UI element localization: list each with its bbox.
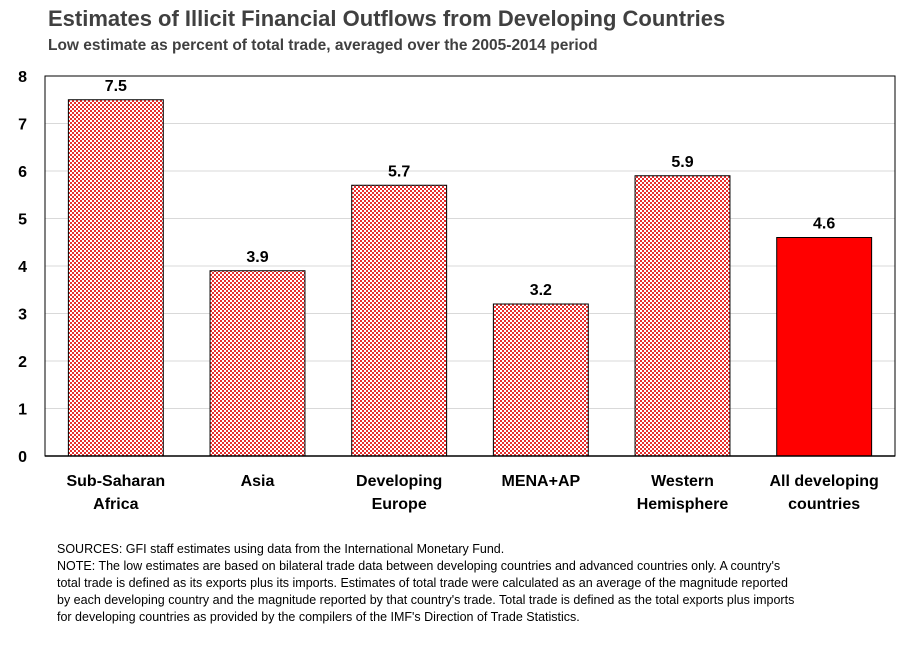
x-tick-label: Developing [356, 473, 442, 490]
x-tick-label: MENA+AP [501, 473, 580, 490]
data-label: 5.7 [388, 163, 410, 180]
y-tick-label: 7 [18, 117, 27, 134]
x-tick-label: Western [651, 473, 714, 490]
chart-title: Estimates of Illicit Financial Outflows … [48, 6, 726, 31]
gridlines [45, 75, 895, 409]
bar [351, 184, 448, 457]
notes: SOURCES: GFI staff estimates using data … [57, 541, 897, 626]
bar [776, 237, 873, 457]
chart-subtitle: Low estimate as percent of total trade, … [48, 37, 598, 54]
bar [67, 99, 164, 457]
x-axis-labels: Sub-Saharan Africa Asia Developing Europe MEN… [66, 473, 878, 513]
y-tick-label: 8 [18, 69, 27, 86]
y-tick-label: 3 [18, 307, 27, 324]
y-tick-label: 5 [18, 212, 27, 229]
x-tick-label: All developing [769, 473, 878, 490]
x-tick-label: Sub-Saharan [66, 473, 165, 490]
y-tick-label: 4 [18, 259, 27, 276]
x-tick-label: Africa [93, 496, 138, 513]
y-axis-ticks: 0 1 2 3 4 5 6 7 8 [18, 69, 27, 466]
data-label: 7.5 [105, 78, 127, 95]
x-tick-label: Asia [241, 473, 275, 490]
bar-chart: 0 1 2 3 4 5 6 7 8 7.5 3.9 5.7 3.2 5.9 4.6 Sub-Saharan… [18, 69, 896, 513]
y-tick-label: 1 [18, 402, 27, 419]
data-labels: 7.5 3.9 5.7 3.2 5.9 4.6 [105, 78, 836, 299]
y-tick-label: 6 [18, 164, 27, 181]
y-tick-label: 2 [18, 354, 27, 371]
note-line: for developing countries as provided by … [57, 610, 580, 624]
data-label: 5.9 [671, 154, 693, 171]
y-tick-label: 0 [18, 449, 27, 466]
note-line: by each developing country and the magni… [57, 593, 795, 607]
sources-note: SOURCES: GFI staff estimates using data … [57, 542, 505, 556]
bar [209, 270, 306, 457]
bar [492, 303, 589, 457]
data-label: 3.2 [530, 282, 552, 299]
x-tick-label: Hemisphere [637, 496, 729, 513]
plot-area-frame [44, 75, 896, 457]
bars [67, 99, 873, 457]
data-label: 3.9 [246, 249, 268, 266]
note-line: NOTE: The low estimates are based on bil… [57, 559, 781, 573]
bar [634, 175, 731, 457]
data-label: 4.6 [813, 216, 835, 233]
note-line: total trade is defined as its exports pl… [57, 576, 788, 590]
x-tick-label: countries [788, 496, 860, 513]
x-tick-label: Europe [372, 496, 427, 513]
